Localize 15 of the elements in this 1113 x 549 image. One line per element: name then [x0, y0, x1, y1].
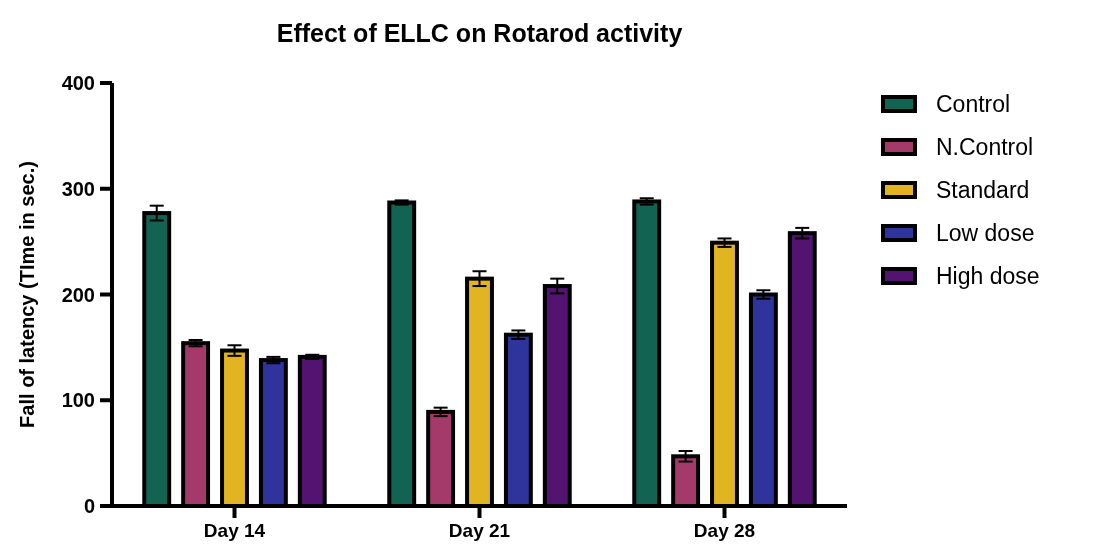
legend-label: Low dose: [936, 220, 1035, 247]
legend-label: High dose: [936, 263, 1040, 290]
x-tick-label: Day 21: [448, 520, 511, 541]
x-tick-label: Day 28: [693, 520, 756, 541]
chart-title: Effect of ELLC on Rotarod activity: [276, 19, 683, 47]
y-tick-label: 0: [83, 495, 95, 517]
legend-label: N.Control: [936, 134, 1034, 161]
y-tick-label: 300: [61, 177, 95, 200]
y-tick-label: 400: [61, 72, 95, 94]
legend-label: Standard: [936, 177, 1030, 204]
x-tick-label: Day 14: [203, 520, 266, 541]
y-axis-title: Fall of latency (TIme in sec.): [16, 161, 38, 428]
y-tick-label: 200: [61, 283, 95, 306]
legend-label: Control: [936, 91, 1011, 118]
y-tick-label: 100: [61, 389, 95, 412]
